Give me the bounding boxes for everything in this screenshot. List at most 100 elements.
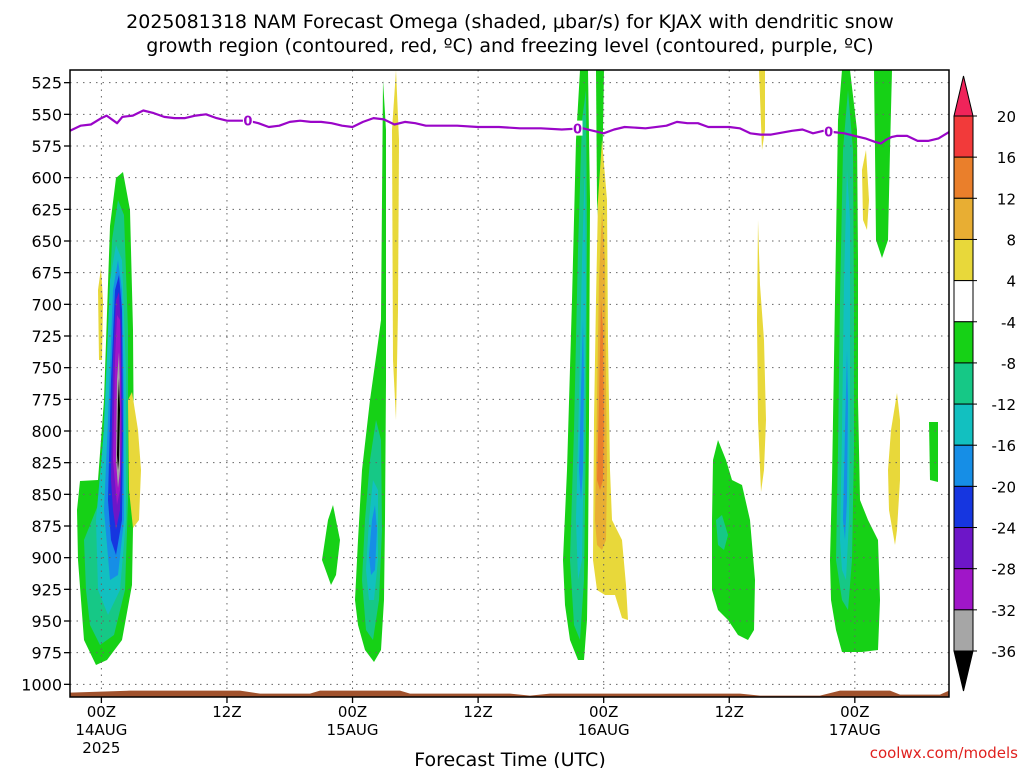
colorbar-label: -36 xyxy=(992,643,1017,661)
x-tick-date: 17AUG xyxy=(829,721,881,739)
colorbar-label: 8 xyxy=(1006,231,1016,249)
omega-cell-g-green-right xyxy=(874,70,892,258)
colorbar-label: -16 xyxy=(992,437,1017,455)
omega-cell-f-green xyxy=(712,440,755,640)
colorbar-segment xyxy=(953,197,974,240)
colorbar-segment xyxy=(953,321,974,364)
freezing-level-label: 0 xyxy=(573,123,582,138)
x-axis-label: Forecast Time (UTC) xyxy=(414,749,605,768)
omega-cell-e-orange xyxy=(597,300,604,490)
omega-cell-a-yellow-left xyxy=(98,268,103,360)
y-tick-label: 1000 xyxy=(21,675,62,694)
freezing-label-bg xyxy=(242,112,253,128)
colorbar-segment xyxy=(953,527,974,570)
y-tick-label: 875 xyxy=(31,517,62,536)
y-tick-label: 675 xyxy=(31,264,62,283)
colorbar-top-arrow xyxy=(953,75,974,117)
x-tick-year: 2025 xyxy=(82,739,120,757)
freezing-level-label: 0 xyxy=(824,125,833,140)
y-tick-label: 775 xyxy=(31,390,62,409)
omega-cell-a-yellow-right xyxy=(128,392,141,528)
y-tick-label: 725 xyxy=(31,327,62,346)
omega-cell-h-yellow xyxy=(888,393,900,545)
omega-cell-f-yellow xyxy=(757,220,766,492)
omega-field xyxy=(77,70,938,665)
colorbar-label: -8 xyxy=(1001,355,1016,373)
colorbar-segment xyxy=(953,485,974,529)
colorbar-segment xyxy=(953,568,974,611)
y-tick-label: 925 xyxy=(31,580,62,599)
omega-cell-c-green xyxy=(322,505,340,585)
x-tick-date: 14AUG xyxy=(75,721,127,739)
y-tick-label: 750 xyxy=(31,359,62,378)
omega-cell-a-black xyxy=(117,378,120,470)
y-tick-label: 575 xyxy=(31,137,62,156)
omega-cell-g-lightblue xyxy=(843,350,848,540)
freezing-label-bg xyxy=(572,120,583,136)
omega-cell-f-yellow-top xyxy=(759,70,765,150)
x-tick-label: 00Z xyxy=(840,703,869,721)
y-tick-label: 550 xyxy=(31,105,62,124)
colorbar: 20 16 12 8 4 -4 -8 -12 -16 -20 -24 -28 -32 -36 xyxy=(953,75,1017,692)
y-tick-label: 850 xyxy=(31,485,62,504)
omega-cell-f-teal xyxy=(716,515,728,550)
colorbar-label: 20 xyxy=(997,108,1016,126)
plot-frame xyxy=(69,69,950,698)
x-tick-label: 00Z xyxy=(589,703,618,721)
y-axis: 525 550 575 600 625 650 675 700 725 750 775 800 825 8… xyxy=(21,74,70,694)
colorbar-label: 4 xyxy=(1006,273,1016,291)
y-tick-label: 650 xyxy=(31,232,62,251)
colorbar-segment xyxy=(953,362,974,405)
colorbar-bottom-arrow xyxy=(953,650,974,692)
omega-cell-g-cyan xyxy=(840,170,850,580)
x-tick-date: 16AUG xyxy=(578,721,630,739)
y-tick-label: 800 xyxy=(31,422,62,441)
x-tick-date: 15AUG xyxy=(327,721,379,739)
colorbar-label: 12 xyxy=(997,190,1016,208)
y-tick-label: 900 xyxy=(31,549,62,568)
x-tick-label: 12Z xyxy=(715,703,744,721)
omega-cell-g-yellow xyxy=(862,150,869,230)
colorbar-label: -32 xyxy=(992,602,1017,620)
colorbar-segment xyxy=(953,115,974,158)
x-tick-label: 00Z xyxy=(87,703,116,721)
omega-cell-b-lightblue xyxy=(369,505,377,575)
freezing-label-bg xyxy=(823,123,834,139)
ground-surface xyxy=(70,690,949,697)
colorbar-segment xyxy=(953,238,974,282)
credit-text: coolwx.com/models xyxy=(870,744,1018,762)
omega-cell-d-cyan xyxy=(576,160,586,580)
freezing-level-label: 0 xyxy=(243,115,252,130)
x-tick-label: 00Z xyxy=(338,703,367,721)
colorbar-segment xyxy=(953,403,974,446)
chart-title-line2: growth region (contoured, red, ºC) and f… xyxy=(146,35,873,57)
y-tick-label: 950 xyxy=(31,612,62,631)
colorbar-segment xyxy=(953,280,974,323)
colorbar-label: -24 xyxy=(992,520,1017,538)
y-tick-label: 525 xyxy=(31,74,62,93)
colorbar-label: 16 xyxy=(997,149,1016,167)
freezing-level-contour: 0 0 0 xyxy=(69,109,950,145)
colorbar-label: -4 xyxy=(1001,314,1016,332)
colorbar-label: -12 xyxy=(992,396,1017,414)
y-tick-label: 625 xyxy=(31,200,62,219)
grid-lines xyxy=(70,70,949,697)
omega-cell-b-yellow xyxy=(392,70,399,420)
y-tick-label: 700 xyxy=(31,295,62,314)
omega-cell-d-lightblue xyxy=(579,320,584,500)
y-tick-label: 975 xyxy=(31,644,62,663)
ground-layer xyxy=(70,690,949,697)
y-tick-label: 825 xyxy=(31,454,62,473)
colorbar-label: -20 xyxy=(992,478,1017,496)
freezing-level-line xyxy=(69,109,950,145)
colorbar-segment xyxy=(953,444,974,487)
colorbar-segment xyxy=(953,609,974,652)
x-tick-label: 12Z xyxy=(212,703,241,721)
colorbar-label: -28 xyxy=(992,561,1017,579)
omega-cell-i-green xyxy=(929,422,938,482)
colorbar-segment xyxy=(953,156,974,199)
x-tick-label: 12Z xyxy=(463,703,492,721)
chart-title-line1: 2025081318 NAM Forecast Omega (shaded, μ… xyxy=(126,11,894,33)
